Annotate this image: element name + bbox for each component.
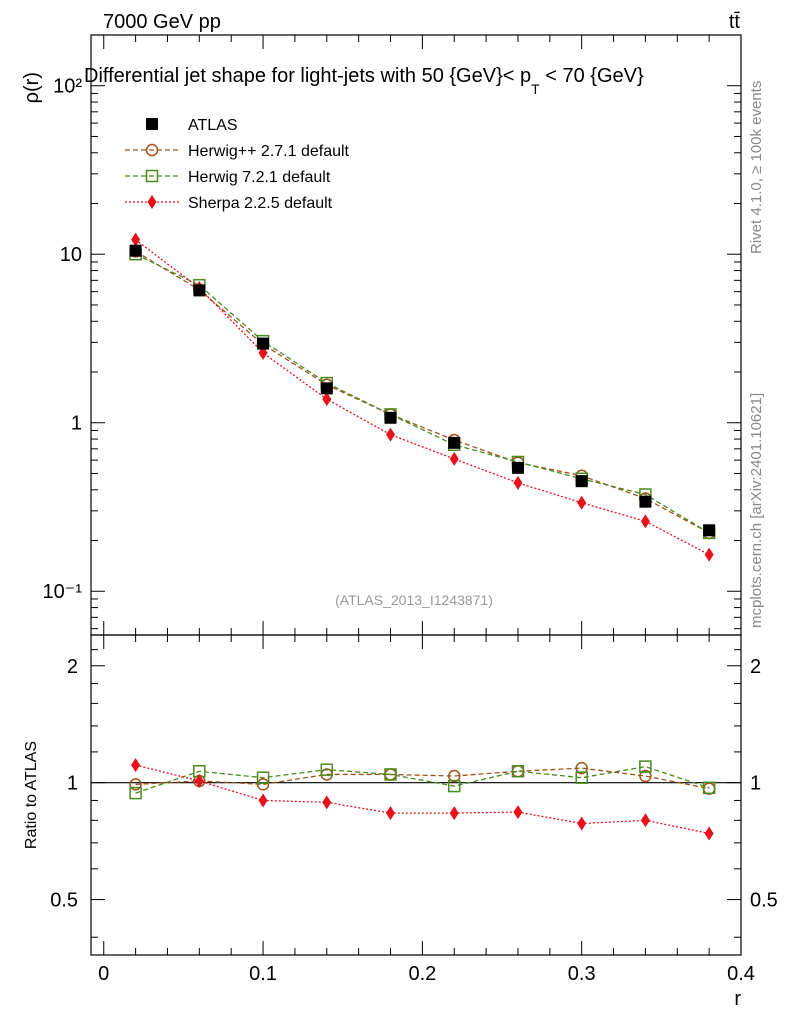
chart-title-subscript: T [531, 81, 540, 97]
analysis-tag: (ATLAS_2013_I1243871) [335, 592, 493, 608]
sherpa-2-2-5-default-ratio-point [131, 758, 141, 773]
herwig-2-7-1-default-ratio-point [129, 778, 142, 791]
main-axis-ticks: 10⁻¹ 1 10 10² [43, 34, 742, 635]
atlas-point [639, 495, 652, 508]
herwig-2-7-1-default-ratio-point [575, 761, 588, 775]
herwig-2-7-1-default-line [135, 250, 710, 534]
herwig-7-2-1-default-ratio-point [447, 779, 461, 793]
x-tick-label: 0.2 [408, 963, 436, 985]
sherpa-2-2-5-default-ratio-point [386, 806, 396, 821]
herwig-7-2-1-default-ratio-point [320, 763, 334, 776]
chart-title: Differential jet shape for light-jets wi… [84, 65, 644, 97]
main-series [129, 232, 716, 562]
sherpa-2-2-5-default-line [135, 239, 710, 556]
herwig-7-2-1-default-ratio-point [639, 760, 652, 773]
sherpa-2-2-5-default-ratio-point [513, 805, 523, 820]
legend-label-herwig-7-2-1-default: Herwig 7.2.1 default [188, 169, 331, 186]
herwig-7-2-1-default-ratio-point [256, 771, 270, 784]
herwig-2-7-1-default-ratio-point [639, 769, 652, 783]
atlas-point [703, 524, 716, 537]
legend-label-herwig-2-7-1-default: Herwig++ 2.7.1 default [188, 143, 350, 160]
ratio-tick-label-right: 2 [750, 656, 761, 678]
y-axis-title: ρ(r) [21, 72, 43, 103]
sherpa-2-2-5-default-point [322, 392, 332, 407]
atlas-point [257, 337, 270, 350]
mcplots-reference-label: mcplots.cern.ch [arXiv:2401.10621] [748, 393, 765, 628]
herwig-7-2-1-default-ratio-point [575, 771, 588, 784]
atlas-point [448, 436, 461, 449]
atlas-point [575, 475, 588, 488]
legend-marker-atlas [146, 118, 158, 130]
sherpa-2-2-5-default-ratio-point [258, 793, 268, 808]
sherpa-2-2-5-default-ratio-point [449, 806, 459, 821]
chart-title-end: < 70 {GeV} [540, 65, 644, 87]
x-tick-label: 0.1 [249, 963, 277, 985]
legend-label-atlas: ATLAS [188, 117, 238, 134]
ratio-axis-ticks: 0 0.1 0.2 0.3 0.4 0.5 0.5 1 1 2 2 [50, 635, 778, 985]
legend: ATLAS Herwig++ 2.7.1 default Herwig 7.2.1 … [125, 117, 350, 212]
sherpa-2-2-5-default-point [704, 547, 714, 562]
chart-title-main: Differential jet shape for light-jets wi… [84, 65, 531, 87]
sherpa-2-2-5-default-ratio-point [194, 773, 204, 788]
ratio-axis-title: Ratio to ATLAS [23, 741, 40, 849]
legend-marker-herwig-7-2-1-default [145, 169, 159, 183]
x-tick-label: 0.3 [568, 963, 596, 985]
atlas-point [129, 244, 142, 257]
sherpa-2-2-5-default-ratio-point [322, 795, 332, 810]
legend-label-sherpa-2-2-5-default: Sherpa 2.2.5 default [188, 195, 333, 212]
sherpa-2-2-5-default-ratio-point [704, 826, 714, 841]
legend-marker-sherpa-2-2-5-default [147, 195, 157, 209]
sherpa-2-2-5-default-point [131, 232, 141, 247]
y-tick-label: 10⁻¹ [43, 581, 83, 603]
ratio-tick-label-right: 0.5 [750, 890, 778, 912]
atlas-point [320, 382, 333, 395]
herwig-2-7-1-default-ratio-point [256, 778, 270, 791]
sherpa-2-2-5-default-point [640, 514, 650, 529]
x-tick-label: 0.4 [727, 963, 755, 985]
ratio-tick-label-right: 1 [750, 773, 761, 795]
herwig-7-2-1-default-ratio-point [384, 768, 397, 781]
herwig-7-2-1-default-ratio-point [129, 786, 142, 800]
herwig-2-7-1-default-ratio-point [447, 769, 461, 783]
atlas-point [384, 411, 397, 424]
herwig-7-2-1-default-ratio-point [702, 781, 716, 795]
rivet-version-label: Rivet 4.1.0, ≥ 100k events [748, 81, 765, 254]
herwig-7-2-1-default-line [135, 253, 710, 534]
sherpa-2-2-5-default-point [386, 427, 396, 442]
ratio-plot-frame [90, 634, 742, 956]
y-tick-label: 10 [60, 244, 82, 266]
atlas-point [511, 461, 524, 474]
herwig-7-2-1-default-ratio-line [135, 765, 710, 794]
ratio-tick-label: 2 [67, 656, 78, 678]
sherpa-2-2-5-default-point [577, 495, 587, 510]
ratio-tick-label: 1 [67, 773, 78, 795]
collision-label: 7000 GeV pp [103, 11, 221, 33]
sherpa-2-2-5-default-point [449, 451, 459, 466]
ratio-series [129, 758, 716, 841]
x-axis-title: r [734, 988, 741, 1010]
herwig-2-7-1-default-ratio-line [135, 767, 710, 790]
sherpa-2-2-5-default-point [513, 475, 523, 490]
atlas-point [193, 284, 206, 297]
sherpa-2-2-5-default-ratio-line [135, 764, 710, 835]
y-tick-label: 10² [53, 76, 82, 98]
ratio-tick-label: 0.5 [50, 890, 78, 912]
legend-marker-herwig-2-7-1-default [145, 143, 159, 157]
x-tick-label: 0 [98, 963, 109, 985]
herwig-7-2-1-default-ratio-point [511, 765, 525, 778]
sherpa-2-2-5-default-ratio-point [577, 816, 587, 831]
y-tick-label: 1 [71, 413, 82, 435]
sherpa-2-2-5-default-ratio-point [640, 813, 650, 828]
process-label: tt̄ [729, 11, 741, 33]
